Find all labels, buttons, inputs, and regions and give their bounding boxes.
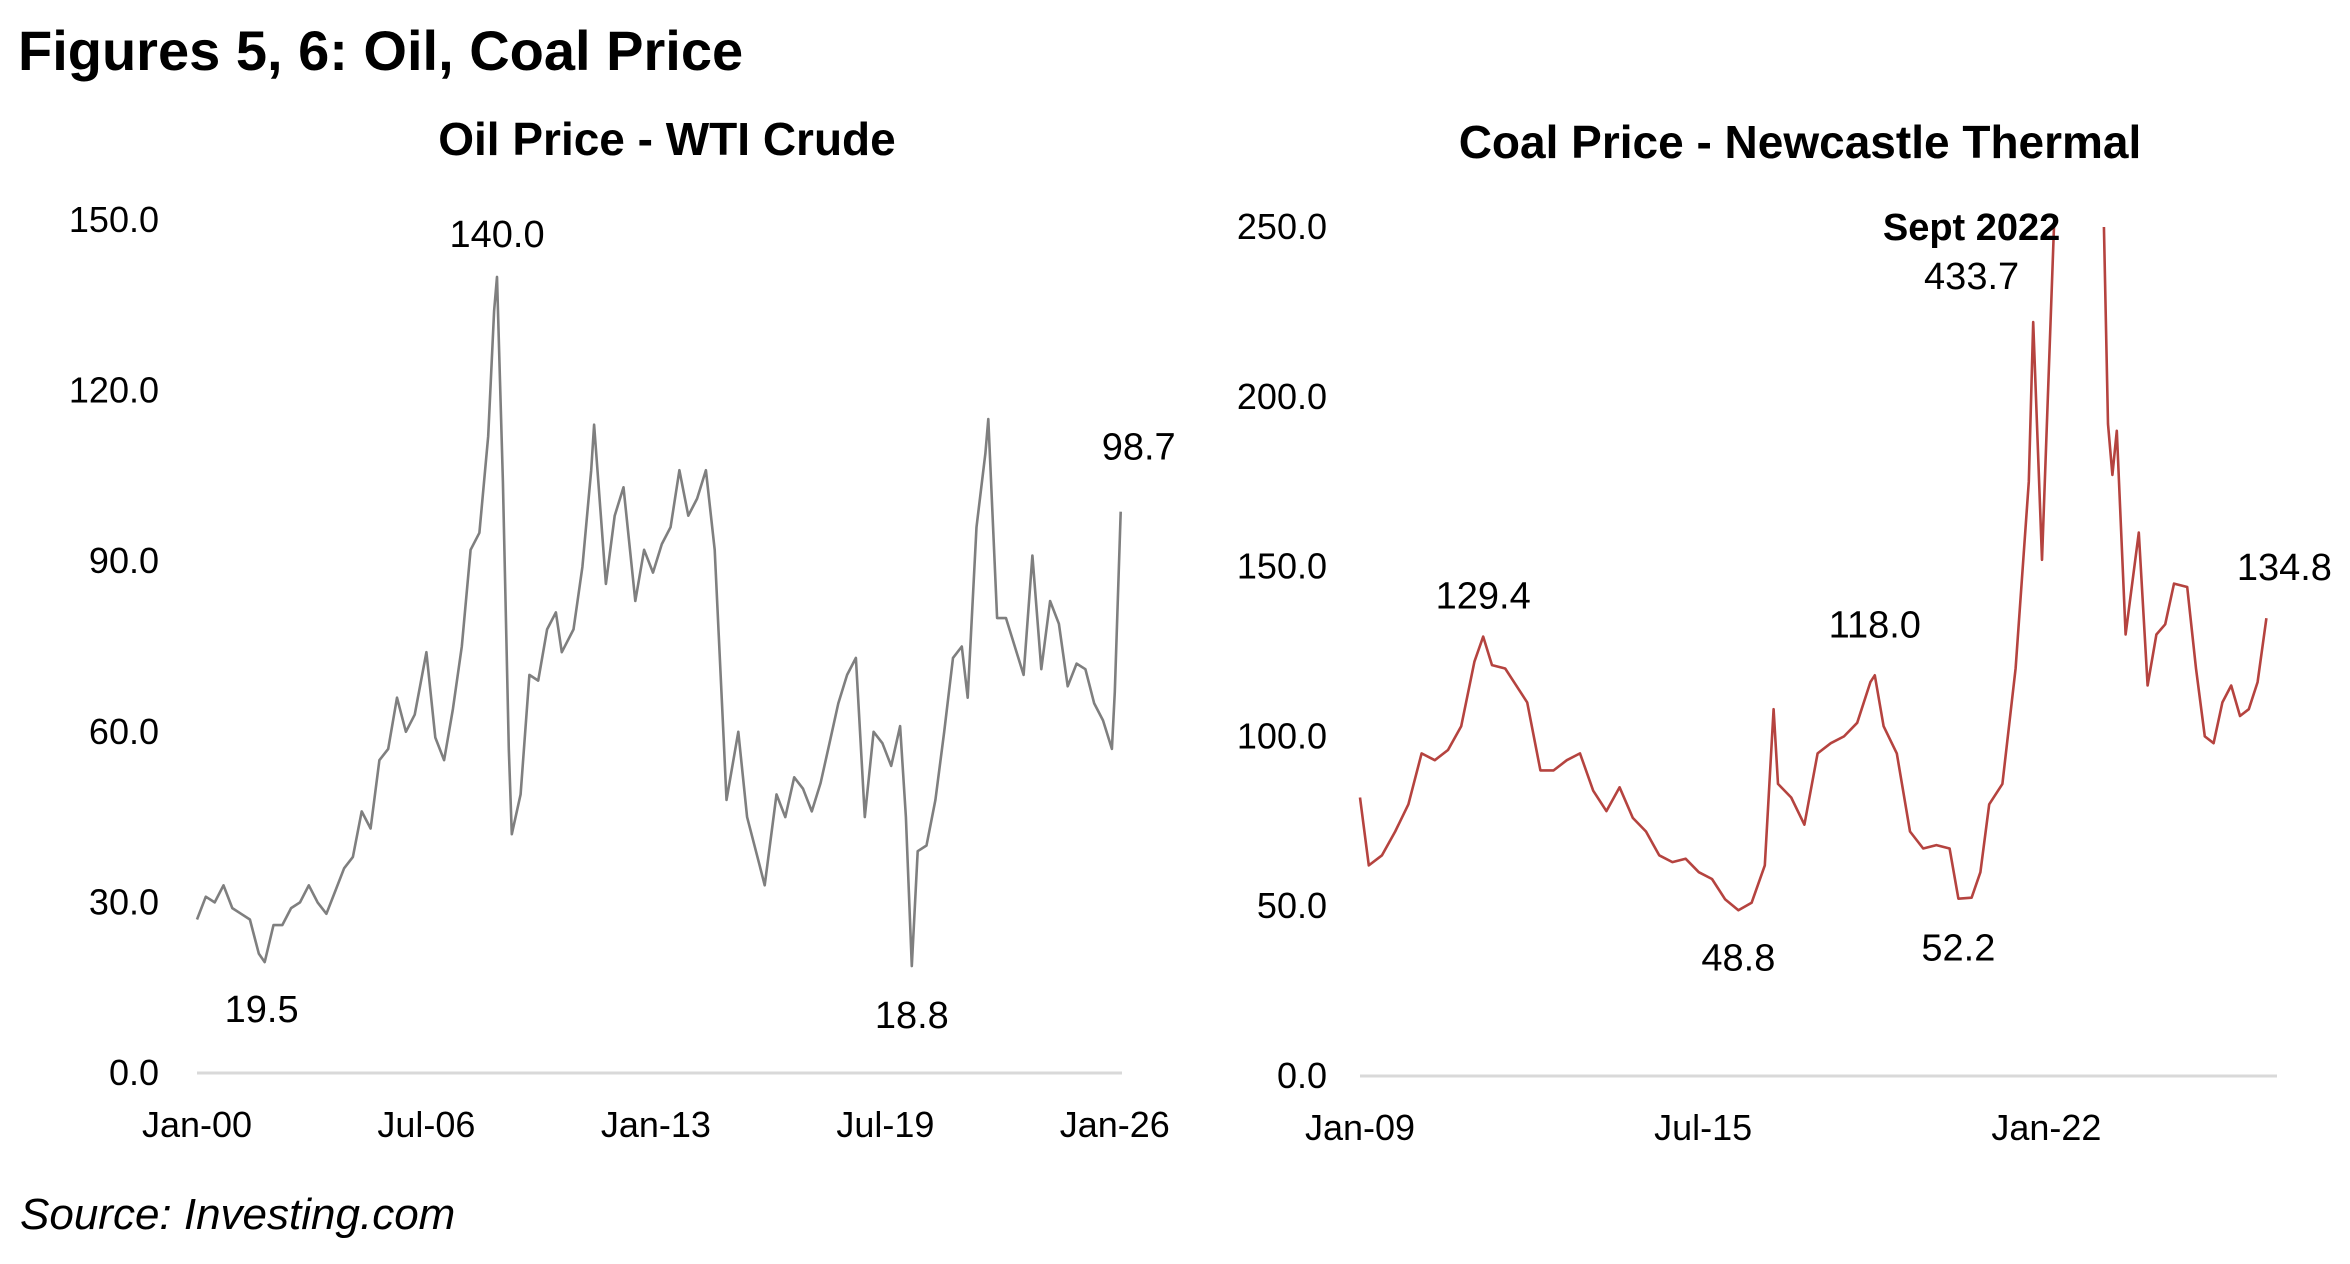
x-tick-label: Jan-26	[1060, 1104, 1170, 1145]
y-tick-label: 30.0	[89, 881, 159, 922]
y-tick-label: 150.0	[1237, 546, 1327, 587]
y-tick-label: 250.0	[1237, 206, 1327, 247]
y-tick-label: 90.0	[89, 540, 159, 581]
chart-title: Oil Price - WTI Crude	[438, 113, 896, 165]
x-tick-label: Jul-06	[377, 1104, 475, 1145]
data-label: 134.8	[2237, 547, 2332, 589]
data-label: 98.7	[1102, 427, 1176, 469]
data-label: 19.5	[225, 989, 299, 1031]
x-tick-label: Jan-13	[601, 1104, 711, 1145]
x-tick-label: Jan-00	[142, 1104, 252, 1145]
data-label: 118.0	[1829, 604, 1921, 646]
data-label: 129.4	[1436, 576, 1531, 618]
y-tick-label: 0.0	[1277, 1055, 1327, 1096]
x-tick-label: Jul-15	[1654, 1107, 1752, 1148]
annotation-label: Sept 2022	[1883, 207, 2060, 249]
chart-title: Coal Price - Newcastle Thermal	[1459, 116, 2142, 168]
coal-chart: Coal Price - Newcastle Thermal 0.0 50.0 100…	[1237, 116, 2332, 1148]
series-line	[1358, 227, 2268, 912]
source-note: Source: Investing.com	[20, 1190, 456, 1239]
data-label: 433.7	[1924, 256, 2019, 298]
figure-title: Figures 5, 6: Oil, Coal Price	[18, 19, 744, 82]
oil-chart: Oil Price - WTI Crude 0.0 30.0 60.0 90.0 120.…	[69, 113, 1176, 1145]
y-tick-label: 60.0	[89, 711, 159, 752]
series-line	[195, 275, 1122, 968]
data-label: 48.8	[1701, 937, 1775, 979]
data-label: 18.8	[875, 995, 949, 1037]
y-tick-label: 0.0	[109, 1052, 159, 1093]
x-tick-label: Jan-09	[1305, 1107, 1415, 1148]
data-label: 52.2	[1921, 928, 1995, 970]
y-tick-label: 50.0	[1257, 885, 1327, 926]
y-tick-label: 200.0	[1237, 376, 1327, 417]
y-tick-label: 150.0	[69, 199, 159, 240]
y-tick-label: 120.0	[69, 370, 159, 411]
x-tick-label: Jul-19	[836, 1104, 934, 1145]
x-tick-label: Jan-22	[1991, 1107, 2101, 1148]
y-tick-label: 100.0	[1237, 715, 1327, 756]
data-label: 140.0	[450, 214, 545, 256]
